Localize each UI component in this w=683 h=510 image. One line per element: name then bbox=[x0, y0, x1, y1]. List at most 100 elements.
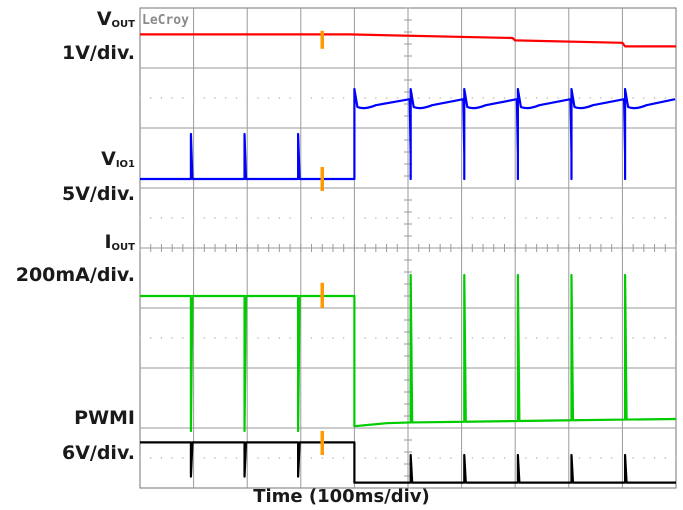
grid-dot bbox=[460, 217, 463, 219]
grid-dot bbox=[396, 97, 398, 99]
grid-dot bbox=[139, 97, 141, 99]
grid-dot bbox=[225, 337, 227, 339]
grid-dot bbox=[471, 217, 474, 219]
grid-dot bbox=[664, 97, 666, 99]
grid-dot bbox=[342, 97, 345, 99]
grid-dot bbox=[139, 457, 141, 459]
grid-dot bbox=[643, 97, 645, 99]
grid-dot bbox=[557, 97, 559, 99]
grid-dot bbox=[203, 337, 206, 339]
grid-dot bbox=[439, 97, 441, 99]
grid-dot bbox=[396, 457, 398, 459]
grid-dot bbox=[289, 97, 291, 99]
grid-dot bbox=[267, 217, 270, 219]
grid-dot bbox=[557, 337, 559, 339]
grid-dot bbox=[171, 217, 173, 219]
grid-dot bbox=[214, 217, 216, 219]
grid-dot bbox=[267, 337, 270, 339]
grid-dot bbox=[150, 217, 152, 219]
grid-dot bbox=[428, 217, 431, 219]
grid-dot bbox=[321, 97, 323, 99]
grid-dot bbox=[192, 457, 195, 459]
vout-signal-subscript: OUT bbox=[111, 19, 135, 30]
grid-dot bbox=[364, 217, 366, 219]
grid-dot bbox=[546, 97, 549, 99]
grid-dot bbox=[150, 457, 152, 459]
grid-dot bbox=[375, 457, 377, 459]
grid-dot bbox=[396, 217, 398, 219]
grid-dot bbox=[171, 97, 173, 99]
grid-dot bbox=[225, 217, 227, 219]
grid-dot bbox=[192, 217, 195, 219]
grid-dot bbox=[278, 457, 281, 459]
grid-dot bbox=[653, 337, 656, 339]
grid-dot bbox=[332, 97, 334, 99]
iout-signal-subscript: OUT bbox=[111, 242, 135, 253]
grid-dot bbox=[150, 337, 152, 339]
channel-vio1-scale-label: 5V/div. bbox=[61, 183, 135, 205]
grid-dot bbox=[546, 337, 549, 339]
grid-dot bbox=[578, 337, 581, 339]
grid-dot bbox=[643, 337, 645, 339]
grid-dot bbox=[482, 97, 484, 99]
grid-dot bbox=[514, 217, 516, 219]
grid-dot bbox=[653, 457, 656, 459]
grid-dot bbox=[418, 457, 420, 459]
grid-dot bbox=[407, 337, 409, 339]
grid-dot bbox=[171, 337, 173, 339]
grid-dot bbox=[418, 97, 420, 99]
grid-dot bbox=[675, 97, 677, 99]
grid-dot bbox=[675, 337, 677, 339]
grid-dot bbox=[600, 337, 602, 339]
grid-dot bbox=[235, 217, 238, 219]
grid-dot bbox=[139, 217, 141, 219]
grid-dot bbox=[182, 457, 184, 459]
grid-dot bbox=[225, 97, 227, 99]
grid-dot bbox=[493, 97, 495, 99]
grid-dot bbox=[600, 457, 602, 459]
grid-dot bbox=[214, 97, 216, 99]
grid-dot bbox=[257, 97, 259, 99]
channel-pwmi-scale-label: 6V/div. bbox=[61, 442, 135, 464]
grid-dot bbox=[621, 457, 624, 459]
grid-dot bbox=[546, 457, 549, 459]
grid-dot bbox=[525, 97, 527, 99]
grid-dot bbox=[471, 97, 474, 99]
grid-dot bbox=[643, 217, 645, 219]
grid-dot bbox=[493, 217, 495, 219]
grid-dot bbox=[310, 217, 313, 219]
grid-dot bbox=[385, 457, 388, 459]
x-axis-label: Time (100ms/div) bbox=[253, 486, 430, 507]
grid-dot bbox=[610, 97, 613, 99]
grid-dot bbox=[235, 337, 238, 339]
grid-dot bbox=[428, 97, 431, 99]
grid-dot bbox=[589, 217, 591, 219]
grid-dot bbox=[375, 217, 377, 219]
grid-dot bbox=[632, 97, 634, 99]
grid-dot bbox=[450, 97, 452, 99]
vio1-signal-letter: V bbox=[101, 148, 116, 170]
grid-dot bbox=[364, 337, 366, 339]
grid-dot bbox=[632, 457, 634, 459]
grid-dot bbox=[385, 337, 388, 339]
grid-dot bbox=[332, 217, 334, 219]
grid-dot bbox=[546, 217, 549, 219]
channel-iout-scale-label: 200mA/div. bbox=[15, 264, 135, 286]
vio1-trace bbox=[140, 87, 676, 181]
grid-dot bbox=[675, 457, 677, 459]
grid-dot bbox=[600, 97, 602, 99]
grid-dot bbox=[407, 217, 409, 219]
grid-dot bbox=[246, 97, 248, 99]
grid-dot bbox=[278, 337, 281, 339]
grid-dot bbox=[203, 97, 206, 99]
grid-dot bbox=[428, 337, 431, 339]
grid-dot bbox=[460, 337, 463, 339]
brand-logo: LeCroy bbox=[142, 13, 189, 28]
grid-dot bbox=[568, 217, 570, 219]
channel-iout-signal-label: IOUT bbox=[104, 233, 135, 253]
grid bbox=[139, 7, 677, 489]
grid-dot bbox=[610, 217, 613, 219]
grid-dot bbox=[450, 217, 452, 219]
grid-dot bbox=[267, 457, 270, 459]
grid-dot bbox=[439, 457, 441, 459]
